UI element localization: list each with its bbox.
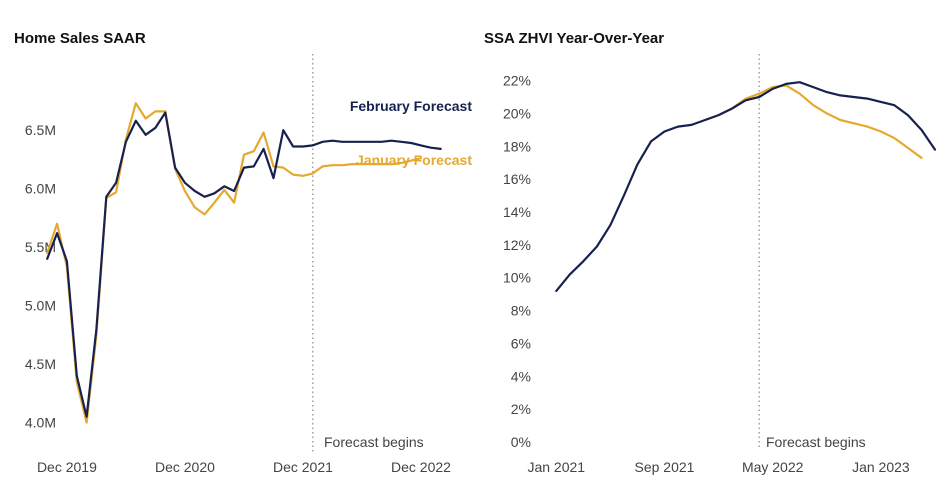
x-tick-label: Dec 2021 (273, 459, 333, 475)
y-tick-label: 5.0M (25, 298, 56, 314)
y-tick-label: 22% (503, 73, 531, 89)
x-tick-label: Dec 2019 (37, 459, 97, 475)
february-forecast-label: February Forecast (350, 98, 472, 114)
home-sales-chart-title: Home Sales SAAR (14, 30, 146, 47)
y-tick-label: 2% (511, 401, 531, 417)
february-forecast-line (46, 111, 442, 418)
y-tick-label: 20% (503, 105, 531, 121)
y-tick-label: 6.5M (25, 122, 56, 138)
zhvi-forecast-label: Forecast begins (766, 434, 866, 450)
y-tick-label: 4.5M (25, 356, 56, 372)
zhvi-chart: 0% 2% 4% 6% 8% 10% 12% 14% 16% 18% 20% 22% Jan 2021 S… (503, 54, 937, 475)
y-tick-label: 4.0M (25, 415, 56, 431)
y-tick-label: 6.0M (25, 181, 56, 197)
x-tick-label: Sep 2021 (635, 459, 695, 475)
y-tick-label: 4% (511, 368, 531, 384)
y-tick-label: 18% (503, 138, 531, 154)
january-forecast-line (703, 84, 923, 159)
y-tick-label: 8% (511, 303, 531, 319)
y-tick-label: 12% (503, 237, 531, 253)
x-tick-label: Dec 2020 (155, 459, 215, 475)
x-tick-label: Jan 2021 (527, 459, 585, 475)
home-sales-forecast-label: Forecast begins (324, 434, 424, 450)
x-tick-label: May 2022 (742, 459, 804, 475)
february-forecast-line (555, 81, 937, 292)
january-forecast-line (46, 102, 423, 424)
y-tick-label: 0% (511, 434, 531, 450)
y-tick-label: 10% (503, 270, 531, 286)
y-tick-label: 14% (503, 204, 531, 220)
zhvi-chart-title: SSA ZHVI Year-Over-Year (484, 30, 664, 47)
y-tick-label: 6% (511, 335, 531, 351)
y-tick-label: 16% (503, 171, 531, 187)
x-tick-label: Jan 2023 (852, 459, 910, 475)
x-tick-label: Dec 2022 (391, 459, 451, 475)
